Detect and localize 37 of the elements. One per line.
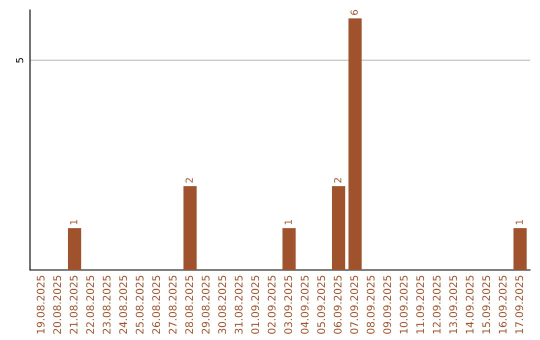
x-tick-label: 12.09.2025 bbox=[432, 276, 441, 334]
x-tick-label: 10.09.2025 bbox=[400, 276, 408, 334]
x-tick-label: 13.09.2025 bbox=[449, 276, 458, 334]
x-tick-label: 16.09.2025 bbox=[498, 276, 507, 334]
x-tick-label: 28.08.2025 bbox=[185, 276, 194, 334]
x-tick-label: 26.08.2025 bbox=[152, 276, 160, 334]
x-tick-label: 24.08.2025 bbox=[119, 276, 128, 334]
x-tick-label: 17.09.2025 bbox=[515, 276, 524, 334]
data-label: 2 bbox=[334, 178, 342, 183]
x-tick-label: 30.08.2025 bbox=[218, 276, 226, 334]
x-tick-label: 31.08.2025 bbox=[234, 276, 243, 334]
x-tick-label: 14.09.2025 bbox=[466, 276, 474, 334]
x-tick-label: 02.09.2025 bbox=[268, 276, 276, 334]
x-tick-label: 08.09.2025 bbox=[366, 276, 375, 334]
data-label: 1 bbox=[70, 220, 78, 224]
y-tick-label: 5 bbox=[16, 58, 24, 63]
data-label: 2 bbox=[186, 178, 193, 183]
x-tick-label: 20.08.2025 bbox=[53, 276, 62, 334]
x-tick-label: 07.09.2025 bbox=[350, 276, 358, 334]
x-tick-label: 29.08.2025 bbox=[202, 276, 210, 334]
x-tick-label: 09.09.2025 bbox=[383, 276, 392, 334]
x-tick-label: 01.09.2025 bbox=[251, 276, 260, 334]
x-tick-label: 23.08.2025 bbox=[102, 276, 111, 334]
x-tick-label: 22.08.2025 bbox=[86, 276, 94, 334]
data-label: 1 bbox=[516, 220, 523, 224]
x-tick-label: 27.08.2025 bbox=[168, 276, 177, 334]
x-tick-label: 11.09.2025 bbox=[416, 276, 424, 334]
x-tick-label: 06.09.2025 bbox=[334, 276, 342, 334]
data-label: 1 bbox=[284, 220, 292, 224]
x-tick-label: 03.09.2025 bbox=[284, 276, 292, 334]
x-tick-label: 05.09.2025 bbox=[317, 276, 326, 334]
x-tick-label: 21.08.2025 bbox=[70, 276, 78, 334]
x-tick-label: 25.08.2025 bbox=[136, 276, 144, 334]
x-tick-label: 15.09.2025 bbox=[482, 276, 490, 334]
x-tick-label: 04.09.2025 bbox=[300, 276, 309, 334]
data-label: 6 bbox=[350, 10, 358, 15]
x-tick-label: 19.08.2025 bbox=[36, 276, 45, 334]
